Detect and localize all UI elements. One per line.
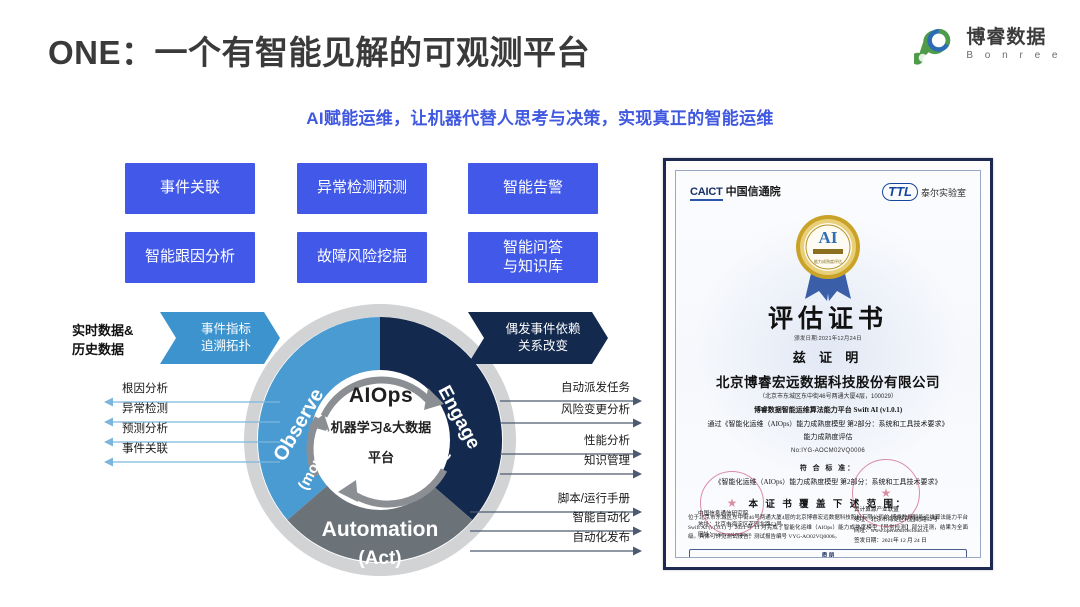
- certificate-attest-label: 兹 证 明: [792, 350, 864, 365]
- logo-name-en: B o n r e e: [966, 49, 1062, 61]
- arrow-left-icon: [104, 417, 280, 427]
- certificate-scope-body: 位于北京市东城区东中街46号两通大厦4层的北京博睿宏远数据科技股份有限公司的 博…: [688, 515, 968, 541]
- svg-text:能力成熟度评估: 能力成熟度评估: [814, 258, 842, 264]
- certificate-conform-standard: 《智能化运维（AIOps）能力成熟度模型 第2部分：系统和工具技术要求》: [714, 478, 942, 486]
- ttl-logo-mark: TTL: [882, 183, 918, 201]
- brand-logo: 博睿数据 B o n r e e: [914, 22, 1062, 66]
- certificate-logos-row: CAICT 中国信通院 TTL 泰尔实验室: [690, 183, 966, 201]
- gold-medal-badge-icon: AI 能力成熟度评估: [796, 215, 860, 301]
- arrow-left-icon: [104, 437, 280, 447]
- arrow-label: 知识管理: [584, 455, 630, 467]
- ttl-logo-cn: 泰尔实验室: [920, 187, 966, 198]
- certificate-image: CAICT 中国信通院 TTL 泰尔实验室 AI 能力成熟度评估 评估: [663, 158, 993, 570]
- caict-logo: CAICT 中国信通院: [690, 183, 781, 201]
- certificate-company-name: 北京博睿宏远数据科技股份有限公司: [716, 375, 940, 390]
- certificate-title: 评估证书: [767, 306, 888, 333]
- certificate-conform-label: 符 合 标 准：: [799, 464, 857, 472]
- left-banner-text: 事件指标 追溯拓扑: [200, 322, 251, 353]
- aiops-platform: 平台: [367, 450, 394, 465]
- arrow-label: 异常检测: [122, 403, 168, 415]
- caict-logo-cn: 中国信通院: [725, 186, 781, 198]
- arrow-label: 自动派发任务: [561, 382, 630, 394]
- wheel-label-automation: Automation: [322, 518, 439, 541]
- arrow-label: 自动化发布: [572, 532, 631, 544]
- feature-box-5[interactable]: 故障风险挖掘: [297, 232, 427, 283]
- feature-box-label: 事件关联: [159, 179, 220, 197]
- certificate-seal-right: ★: [852, 459, 920, 527]
- right-chevron-banner: [468, 312, 608, 364]
- certificate-product-name: 博睿数据智能运维算法能力平台 Swift AI (v1.0.1): [753, 406, 903, 414]
- certificate-evaluation-line: 能力成熟度评估: [803, 433, 853, 441]
- arrow-left-icon: [104, 397, 280, 407]
- arrow-label: 风险变更分析: [561, 404, 630, 416]
- aiops-title: AIOps: [348, 384, 414, 407]
- feature-box-2[interactable]: 异常检测预测: [297, 163, 427, 214]
- certificate-scope-title: 本 证 书 覆 盖 下 述 范 围：: [748, 500, 908, 510]
- arrow-right-icon: [500, 469, 642, 479]
- arrow-label: 脚本/运行手册: [557, 493, 630, 505]
- feature-box-label: 智能问答 与知识库: [502, 238, 563, 275]
- arrow-label: 性能分析: [584, 435, 630, 447]
- arrow-right-icon: [500, 396, 642, 406]
- certificate-number: No:IYG-AOCM02VQ0006: [790, 448, 866, 454]
- caict-logo-en: CAICT: [690, 186, 723, 201]
- feature-box-1[interactable]: 事件关联: [125, 163, 255, 214]
- page-title: ONE：一个有智能见解的可观测平台: [48, 34, 591, 71]
- arrow-right-icon: [500, 449, 642, 459]
- realtime-history-data-label: 实时数据& 历史数据: [72, 323, 134, 357]
- badge-letter: AI: [819, 228, 838, 247]
- logo-text-group: 博睿数据 B o n r e e: [966, 28, 1062, 61]
- certificate-seal-left: ★: [700, 471, 764, 535]
- logo-name-cn: 博睿数据: [966, 26, 1047, 48]
- arrow-right-icon: [470, 546, 642, 556]
- arrow-label: 智能自动化: [572, 512, 631, 524]
- aiops-subtitle: 机器学习&大数据: [330, 420, 432, 435]
- feature-box-4[interactable]: 智能跟因分析: [125, 232, 255, 283]
- arrow-left-icon: [104, 457, 280, 467]
- left-chevron-banner: [160, 312, 280, 364]
- wheel-center-text: AIOps 机器学习&大数据 平台: [296, 384, 466, 466]
- aiops-wheel: Observe (monitoring) Engage (ITSM) Autom…: [232, 300, 528, 580]
- capability-head: 质 朋: [821, 553, 835, 558]
- feature-box-label: 异常检测预测: [316, 179, 407, 197]
- certificate-capability-box: 质 朋 —— 智能发现 ——异常检测故障预测—— 智能分析 ——告警收敛根因分析…: [689, 549, 967, 558]
- feature-box-label: 智能告警: [502, 179, 563, 197]
- certificate-issue-date: 颁发日期:2021年12月24日: [794, 336, 862, 342]
- certificate-standard-line: 通过《智能化运维（AIOps）能力成熟度模型 第2部分：系统和工具技术要求》: [707, 420, 949, 428]
- arrow-label: 预测分析: [122, 423, 168, 435]
- feature-box-3[interactable]: 智能告警: [468, 163, 598, 214]
- feature-box-label: 故障风险挖掘: [316, 248, 407, 266]
- arrow-label: 根因分析: [122, 383, 168, 395]
- certificate-inner-frame: CAICT 中国信通院 TTL 泰尔实验室 AI 能力成熟度评估 评估: [675, 170, 981, 558]
- arrow-right-icon: [470, 526, 642, 536]
- arrow-right-icon: [470, 507, 642, 517]
- arrow-right-icon: [500, 418, 642, 428]
- bonree-lens-icon: [914, 28, 951, 65]
- feature-box-label: 智能跟因分析: [144, 248, 235, 266]
- page-subtitle: AI赋能运维，让机器代替人思考与决策，实现真正的智能运维: [306, 109, 774, 128]
- right-banner-text: 偶发事件依赖 关系改变: [505, 322, 581, 353]
- svg-text:(Act): (Act): [358, 548, 401, 569]
- certificate-company-address: （北京市东城区东中街46号两通大厦4层，100029）: [758, 394, 898, 400]
- arrow-label: 事件关联: [122, 443, 168, 455]
- ttl-logo: TTL 泰尔实验室: [882, 183, 966, 201]
- feature-box-6[interactable]: 智能问答 与知识库: [468, 232, 598, 283]
